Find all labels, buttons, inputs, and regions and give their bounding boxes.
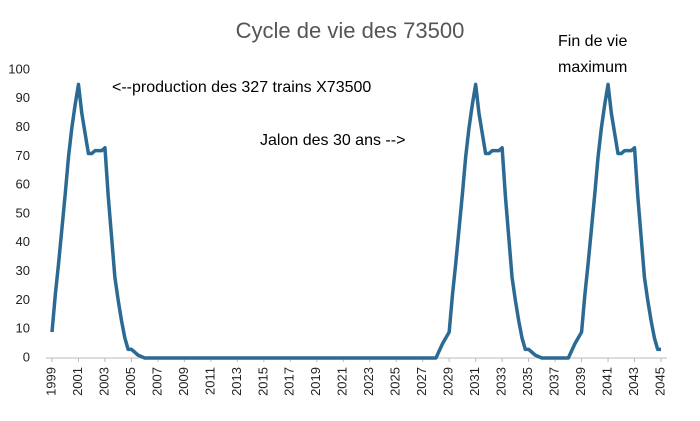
y-tick-label: 100	[8, 61, 30, 76]
x-tick-label: 2013	[229, 367, 244, 396]
x-tick-label: 2025	[388, 367, 403, 396]
chart-title: Cycle de vie des 73500	[236, 18, 465, 43]
y-tick-label: 10	[16, 321, 30, 336]
y-tick-label: 60	[16, 177, 30, 192]
x-tick-label: 2019	[308, 367, 323, 396]
x-tick-label: 2023	[361, 367, 376, 396]
annotation: Jalon des 30 ans -->	[260, 132, 405, 149]
x-tick-label: 2041	[599, 367, 614, 396]
x-tick-label: 2009	[176, 367, 191, 396]
x-tick-label: 2029	[441, 367, 456, 396]
line-series	[50, 82, 661, 360]
x-tick-label: 2005	[123, 367, 138, 396]
x-tick-label: 2003	[96, 367, 111, 396]
y-tick-label: 40	[16, 234, 30, 249]
x-tick-label: 2011	[202, 367, 217, 395]
x-tick-label: 2033	[494, 367, 509, 396]
annotation: <--production des 327 trains X73500	[112, 79, 371, 96]
x-tick-label: 2039	[573, 367, 588, 396]
y-tick-label: 50	[16, 205, 30, 220]
y-tick-label: 0	[23, 349, 30, 364]
x-tick-label: 2045	[652, 367, 667, 396]
annotation: maximum	[558, 59, 627, 76]
y-tick-label: 20	[16, 292, 30, 307]
x-tick-label: 2017	[282, 367, 297, 396]
x-tick-label: 1999	[43, 367, 58, 396]
x-tick-label: 2001	[70, 367, 85, 396]
x-tick-label: 2007	[149, 367, 164, 396]
x-tick-label: 2037	[547, 367, 562, 396]
y-tick-label: 30	[16, 263, 30, 278]
y-tick-label: 80	[16, 119, 30, 134]
x-tick-label: 2031	[467, 367, 482, 396]
y-tick-label: 70	[16, 148, 30, 163]
x-tick-label: 2035	[520, 367, 535, 396]
annotation: Fin de vie	[558, 33, 627, 50]
x-tick-label: 2015	[255, 367, 270, 396]
x-tick-label: 2027	[414, 367, 429, 396]
x-tick-label: 2043	[626, 367, 641, 396]
x-tick-label: 2021	[335, 367, 350, 396]
y-tick-label: 90	[16, 90, 30, 105]
